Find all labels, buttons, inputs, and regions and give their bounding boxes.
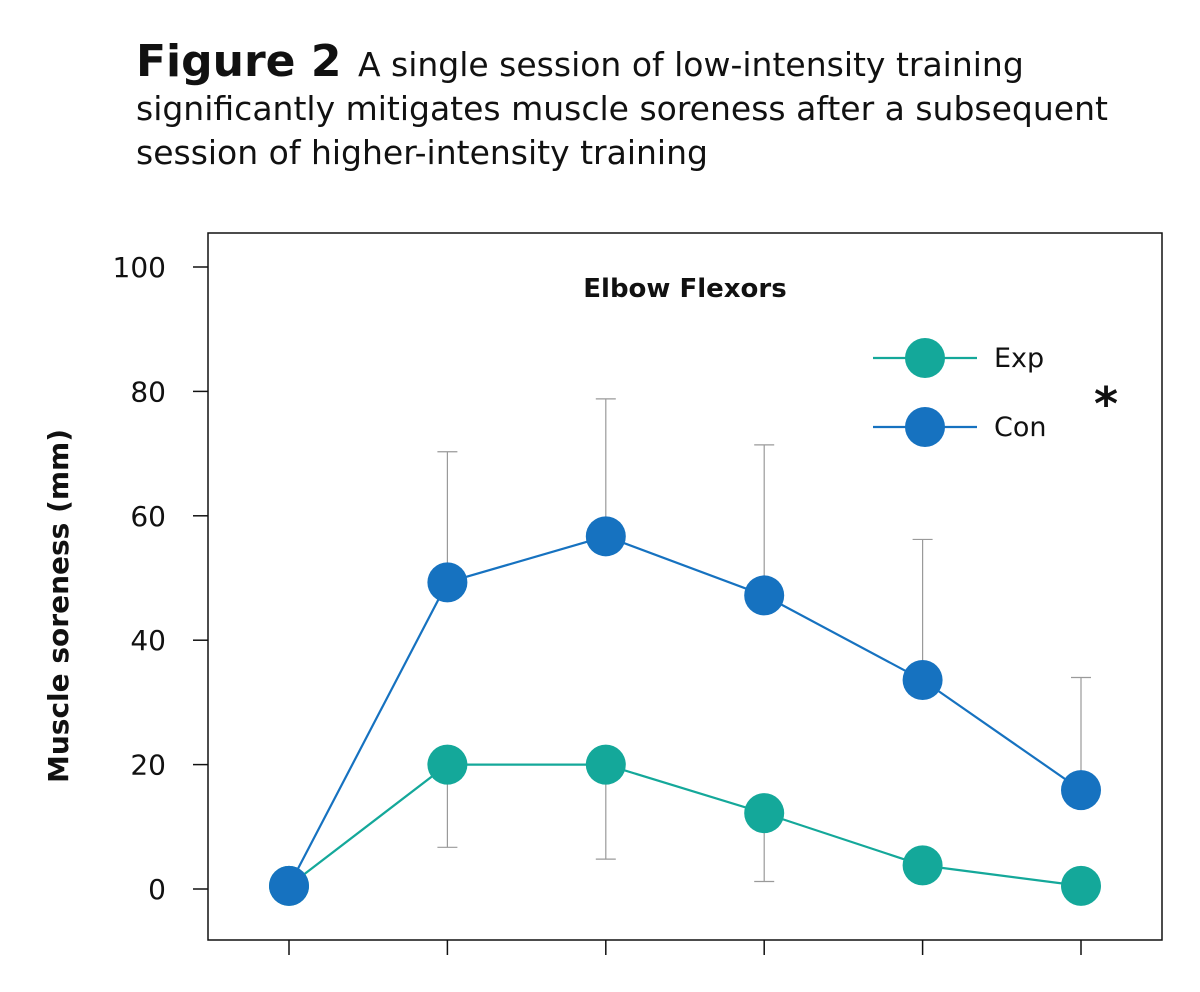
y-tick-label: 0 <box>148 873 166 906</box>
x-axis <box>288 940 1082 955</box>
y-axis: 0 20 40 60 80 100 <box>113 251 208 906</box>
series-points <box>269 516 1101 906</box>
y-tick-label: 60 <box>130 500 166 533</box>
legend: Exp Con <box>873 338 1046 447</box>
y-axis-label: Muscle soreness (mm) <box>42 429 75 783</box>
y-tick-label: 100 <box>113 251 166 284</box>
data-point-con <box>427 562 468 603</box>
legend-marker-con <box>905 407 945 447</box>
data-point-exp <box>1061 865 1101 906</box>
significance-marker: * <box>1094 377 1118 431</box>
series-line-con <box>288 535 1082 887</box>
series-lines <box>288 535 1082 887</box>
plot-frame <box>207 232 1163 941</box>
data-point-con <box>902 660 943 701</box>
figure-caption: Figure 2 A single session of low-intensi… <box>136 40 1176 175</box>
y-tick-label: 40 <box>130 624 166 657</box>
legend-marker-exp <box>905 338 945 378</box>
figure-label: Figure 2 <box>136 36 342 87</box>
legend-label-con: Con <box>994 412 1046 443</box>
data-point-con <box>269 865 309 906</box>
caption-text: A single session of low-intensity traini… <box>136 45 1108 172</box>
data-point-con <box>585 516 626 557</box>
data-point-exp <box>744 793 785 834</box>
data-point-exp <box>902 845 943 886</box>
series-line-exp <box>288 763 1082 887</box>
legend-label-exp: Exp <box>994 343 1044 374</box>
y-tick-label: 20 <box>130 749 166 782</box>
data-point-exp <box>585 744 626 785</box>
data-point-con <box>744 575 785 616</box>
data-point-con <box>1061 770 1101 811</box>
chart-title: Elbow Flexors <box>583 274 786 304</box>
y-tick-label: 80 <box>130 375 166 408</box>
data-point-exp <box>427 744 468 785</box>
